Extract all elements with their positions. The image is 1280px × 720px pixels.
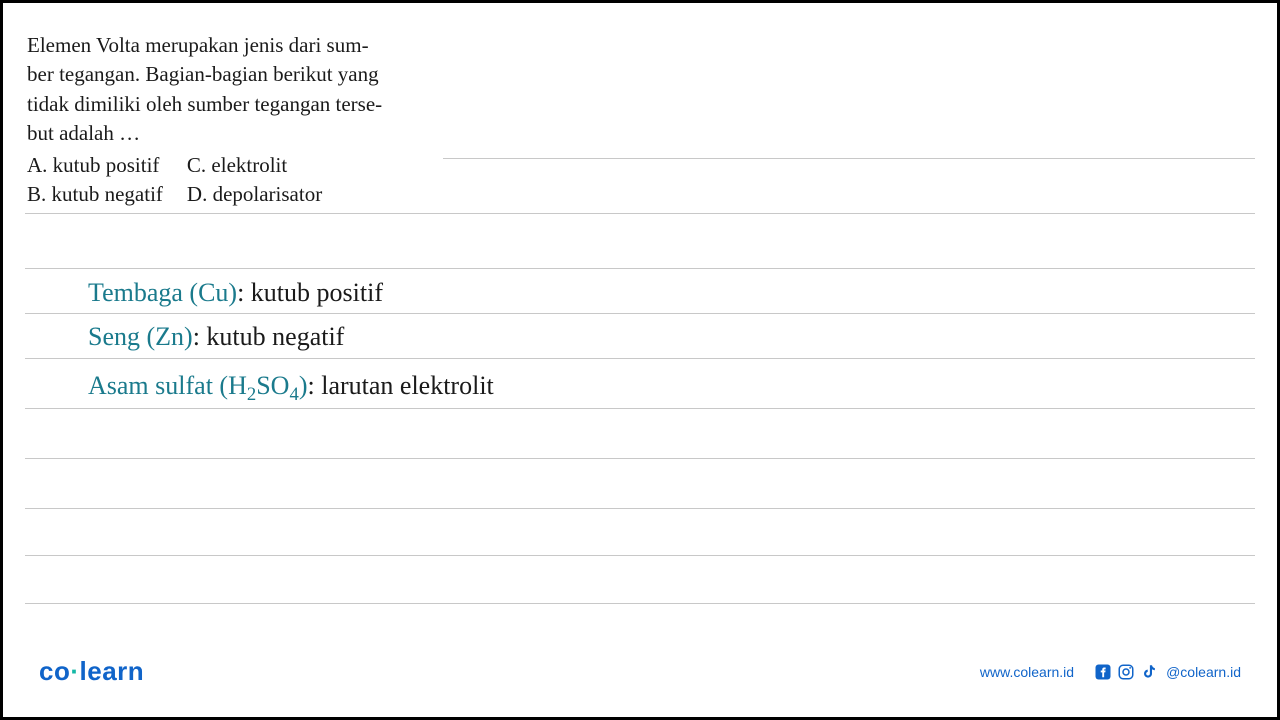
- facebook-icon[interactable]: [1094, 663, 1112, 681]
- formula-post: ): [299, 371, 308, 400]
- website-url[interactable]: www.colearn.id: [980, 664, 1074, 680]
- answer-line-1: Tembaga (Cu): kutub positif: [88, 271, 494, 315]
- q-line-1: Elemen Volta merupakan jenis dari sum-: [27, 33, 369, 57]
- rule-line: [443, 158, 1255, 159]
- rule-line: [25, 458, 1255, 459]
- formula-sub2: 4: [289, 385, 298, 406]
- footer-right: www.colearn.id @colearn.id: [980, 663, 1241, 681]
- answer-line-2: Seng (Zn): kutub negatif: [88, 315, 494, 359]
- answer-line-3: Asam sulfat (H2SO4): larutan elektrolit: [88, 364, 494, 408]
- option-d: D. depolarisator: [187, 180, 322, 209]
- instagram-icon[interactable]: [1117, 663, 1135, 681]
- tiktok-icon[interactable]: [1140, 663, 1158, 681]
- rule-line: [25, 555, 1255, 556]
- footer: co·learn www.colearn.id @colearn.id: [39, 656, 1241, 687]
- option-c: C. elektrolit: [187, 151, 322, 180]
- option-b: B. kutub negatif: [27, 180, 163, 209]
- rule-line: [25, 603, 1255, 604]
- options-row: A. kutub positif B. kutub negatif C. ele…: [27, 151, 449, 210]
- answer-1-term: Tembaga (Cu): [88, 278, 237, 307]
- formula-sub1: 2: [247, 385, 256, 406]
- formula-pre: Asam sulfat (H: [88, 371, 247, 400]
- answer-2-term: Seng (Zn): [88, 322, 193, 351]
- social-handle: @colearn.id: [1166, 664, 1241, 680]
- rule-line: [25, 408, 1255, 409]
- answer-3-term: Asam sulfat (H2SO4): [88, 371, 308, 400]
- formula-mid: SO: [256, 371, 289, 400]
- q-line-4: but adalah …: [27, 121, 140, 145]
- brand-logo: co·learn: [39, 656, 144, 687]
- rule-line: [25, 508, 1255, 509]
- question-text: Elemen Volta merupakan jenis dari sum- b…: [27, 31, 449, 149]
- option-a: A. kutub positif: [27, 151, 163, 180]
- rule-line: [25, 268, 1255, 269]
- answer-1-desc: : kutub positif: [237, 278, 383, 307]
- logo-dot-icon: ·: [70, 656, 79, 686]
- options-col-left: A. kutub positif B. kutub negatif: [27, 151, 163, 210]
- q-line-2: ber tegangan. Bagian-bagian berikut yang: [27, 62, 379, 86]
- options-col-right: C. elektrolit D. depolarisator: [187, 151, 322, 210]
- answer-block: Tembaga (Cu): kutub positif Seng (Zn): k…: [88, 271, 494, 408]
- social-group: @colearn.id: [1094, 663, 1241, 681]
- answer-3-desc: : larutan elektrolit: [308, 371, 494, 400]
- answer-2-desc: : kutub negatif: [193, 322, 345, 351]
- rule-line: [25, 213, 1255, 214]
- logo-left: co: [39, 656, 70, 686]
- logo-right: learn: [80, 656, 145, 686]
- question-block: Elemen Volta merupakan jenis dari sum- b…: [3, 3, 473, 219]
- q-line-3: tidak dimiliki oleh sumber tegangan ters…: [27, 92, 382, 116]
